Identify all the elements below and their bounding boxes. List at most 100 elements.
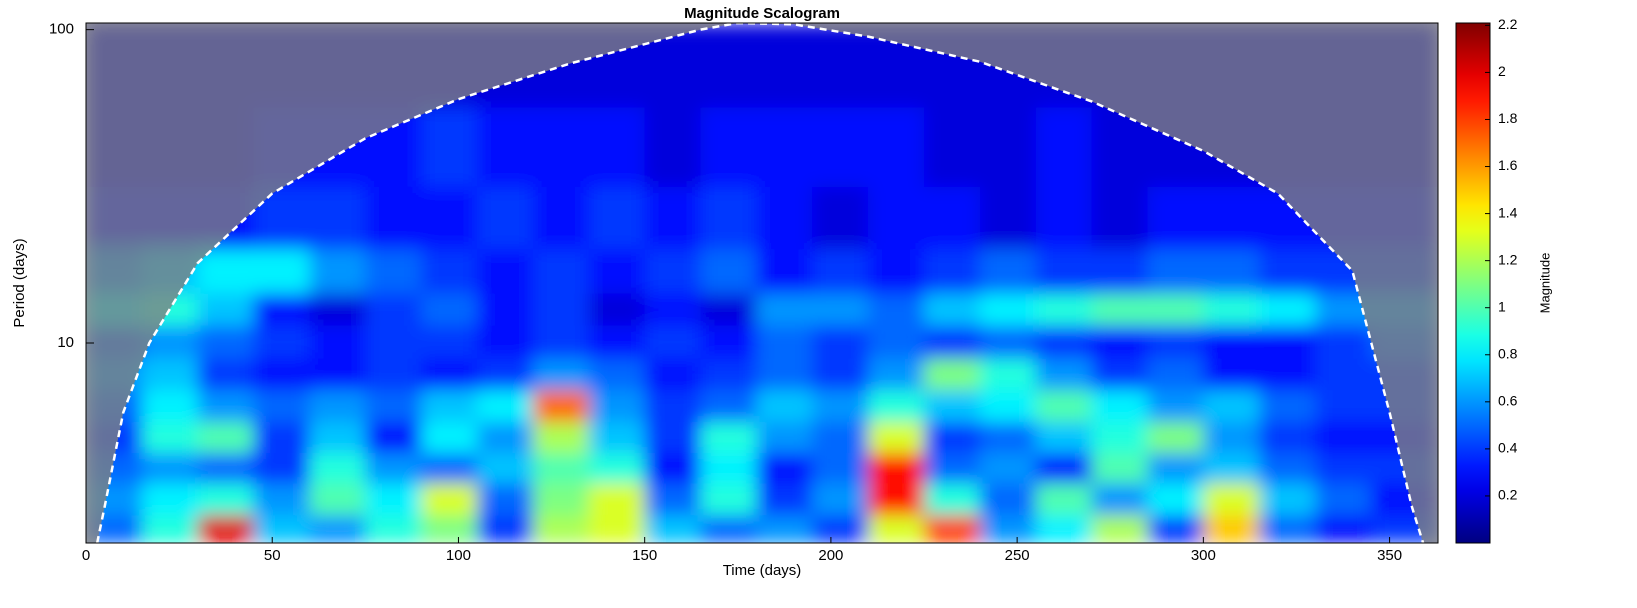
heat-cell (701, 453, 757, 484)
heat-cell (309, 515, 365, 544)
heat-cell (254, 358, 310, 390)
heat-cell (1259, 515, 1315, 544)
heat-cell (477, 186, 533, 249)
heat-cell (1036, 358, 1092, 390)
heat-cell (1036, 186, 1092, 249)
heat-cell (1315, 358, 1371, 390)
heat-cell (756, 453, 812, 484)
heat-cell (1036, 422, 1092, 453)
heat-cell (812, 515, 868, 544)
heat-cell (756, 483, 812, 515)
heat-cell (924, 453, 980, 484)
heat-cell (198, 390, 254, 422)
heat-cell (142, 422, 198, 453)
heat-cell (868, 453, 924, 484)
heat-cell (924, 186, 980, 249)
heat-cell (1203, 325, 1259, 359)
heat-cell (142, 515, 198, 544)
heat-cell (1092, 390, 1148, 422)
heat-cell (309, 325, 365, 359)
heat-cell (421, 358, 477, 390)
heat-cell (1147, 515, 1203, 544)
heat-cell (198, 422, 254, 453)
heat-cell (589, 453, 645, 484)
heat-cell (1036, 293, 1092, 325)
heat-cell (980, 249, 1036, 294)
heat-cell (980, 325, 1036, 359)
heat-cell (309, 186, 365, 249)
heat-cell (812, 107, 868, 187)
heat-cell (645, 293, 701, 325)
heat-cell (1147, 483, 1203, 515)
heat-cell (924, 293, 980, 325)
heat-cell (868, 390, 924, 422)
heat-cell (812, 453, 868, 484)
heat-cell (701, 390, 757, 422)
colorbar-tick-label: 2.2 (1498, 16, 1518, 32)
heat-cell (365, 483, 421, 515)
colorbar (1456, 23, 1490, 543)
heat-cell (1203, 186, 1259, 249)
heat-cell (142, 390, 198, 422)
heat-cell (812, 483, 868, 515)
heat-cell (1203, 249, 1259, 294)
heat-cell (365, 515, 421, 544)
heat-cell (1259, 483, 1315, 515)
heat-cell (198, 358, 254, 390)
heat-cell (533, 422, 589, 453)
heat-cell (980, 483, 1036, 515)
heat-cell (701, 186, 757, 249)
heat-cell (421, 249, 477, 294)
heat-cell (1092, 186, 1148, 249)
heat-cell (254, 483, 310, 515)
heat-cell (701, 293, 757, 325)
heat-cell (254, 515, 310, 544)
heat-cell (924, 325, 980, 359)
heat-cell (1203, 515, 1259, 544)
colorbar-tick-label: 1.8 (1498, 110, 1518, 126)
heat-cell (756, 23, 812, 108)
heat-cell (645, 390, 701, 422)
heat-cell (1203, 293, 1259, 325)
heat-cell (421, 483, 477, 515)
colorbar-tick-label: 2 (1498, 63, 1506, 79)
colorbar-tick-label: 1.4 (1498, 204, 1518, 220)
heat-cell (254, 249, 310, 294)
heat-cell (868, 515, 924, 544)
heat-cell (812, 186, 868, 249)
heat-cell (1259, 293, 1315, 325)
heat-cell (701, 422, 757, 453)
heat-cell (365, 453, 421, 484)
heat-cell (868, 483, 924, 515)
heat-cell (589, 186, 645, 249)
heat-cell (756, 293, 812, 325)
heat-cell (868, 107, 924, 187)
heat-cell (309, 483, 365, 515)
heat-cell (1203, 453, 1259, 484)
heat-cell (645, 483, 701, 515)
heat-cell (1315, 390, 1371, 422)
heat-cell (1315, 422, 1371, 453)
colorbar-tick-label: 1.2 (1498, 251, 1518, 267)
x-tick-label: 350 (1377, 547, 1402, 564)
heat-cell (1315, 515, 1371, 544)
heat-cell (701, 107, 757, 187)
heat-cell (1259, 453, 1315, 484)
heat-cell (812, 293, 868, 325)
heat-cell (533, 453, 589, 484)
heat-cell (645, 107, 701, 187)
heat-cell (198, 483, 254, 515)
heat-cell (1259, 249, 1315, 294)
heat-cell (477, 453, 533, 484)
colorbar-tick-label: 0.8 (1498, 345, 1518, 361)
heat-cell (1092, 325, 1148, 359)
heat-cell (142, 358, 198, 390)
heat-cell (868, 293, 924, 325)
heat-cell (477, 422, 533, 453)
heat-cell (756, 515, 812, 544)
heat-cell (421, 293, 477, 325)
heat-cell (645, 453, 701, 484)
heat-cell (533, 186, 589, 249)
heat-cell (868, 249, 924, 294)
heat-cell (756, 358, 812, 390)
